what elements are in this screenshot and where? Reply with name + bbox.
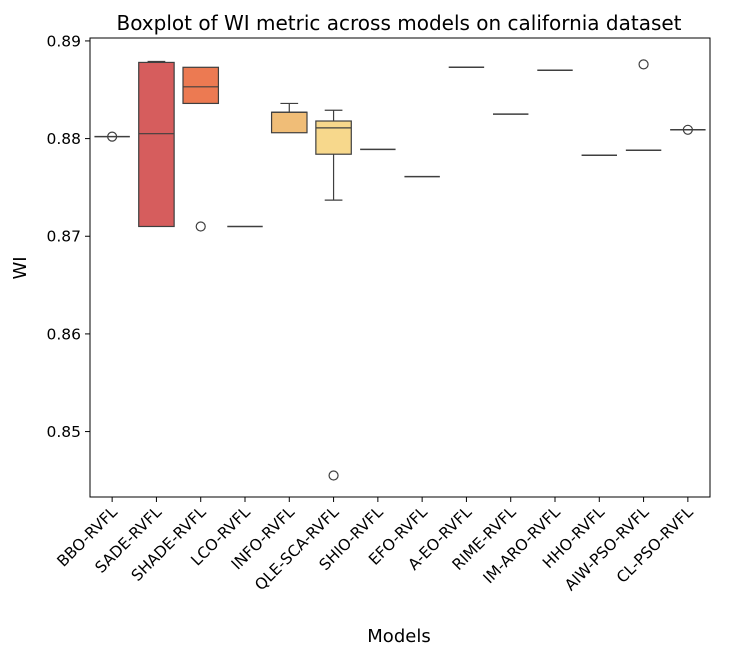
x-axis: BBO-RVFLSADE-RVFLSHADE-RVFLLCO-RVFLINFO-… [54,497,697,594]
outlier-point [638,59,649,70]
box-body [138,61,175,228]
chart-title: Boxplot of WI metric across models on ca… [116,11,681,35]
y-tick-label: 0.89 [46,32,81,50]
outlier-point [682,124,693,135]
box-body [182,66,220,105]
y-axis-label: WI [10,256,31,279]
box-info-rvfl [270,102,308,134]
y-tick-label: 0.87 [46,228,81,246]
x-tick-label: IM-ARO-RVFL [480,503,564,587]
box-body [270,111,308,134]
box-shade-rvfl [182,66,220,232]
outlier-point [107,131,118,142]
box-qle-sca-rvfl [315,109,352,481]
box-body [315,120,352,155]
box-cl-pso-rvfl [670,124,706,135]
y-tick-label: 0.86 [46,325,81,343]
y-tick-label: 0.85 [46,423,81,441]
box-series [94,59,706,481]
plot-area-frame [89,37,711,498]
outlier-point [328,470,339,481]
box-aiw-pso-rvfl [625,59,662,152]
y-tick-label: 0.88 [46,130,81,148]
outlier-point [195,221,206,232]
box-bbo-rvfl [94,131,130,142]
box-sade-rvfl [138,60,175,228]
y-axis: 0.85 0.86 0.87 0.88 0.89 [46,32,90,441]
x-axis-label: Models [367,626,430,647]
x-tick-label: CL-PSO-RVFL [613,503,697,587]
